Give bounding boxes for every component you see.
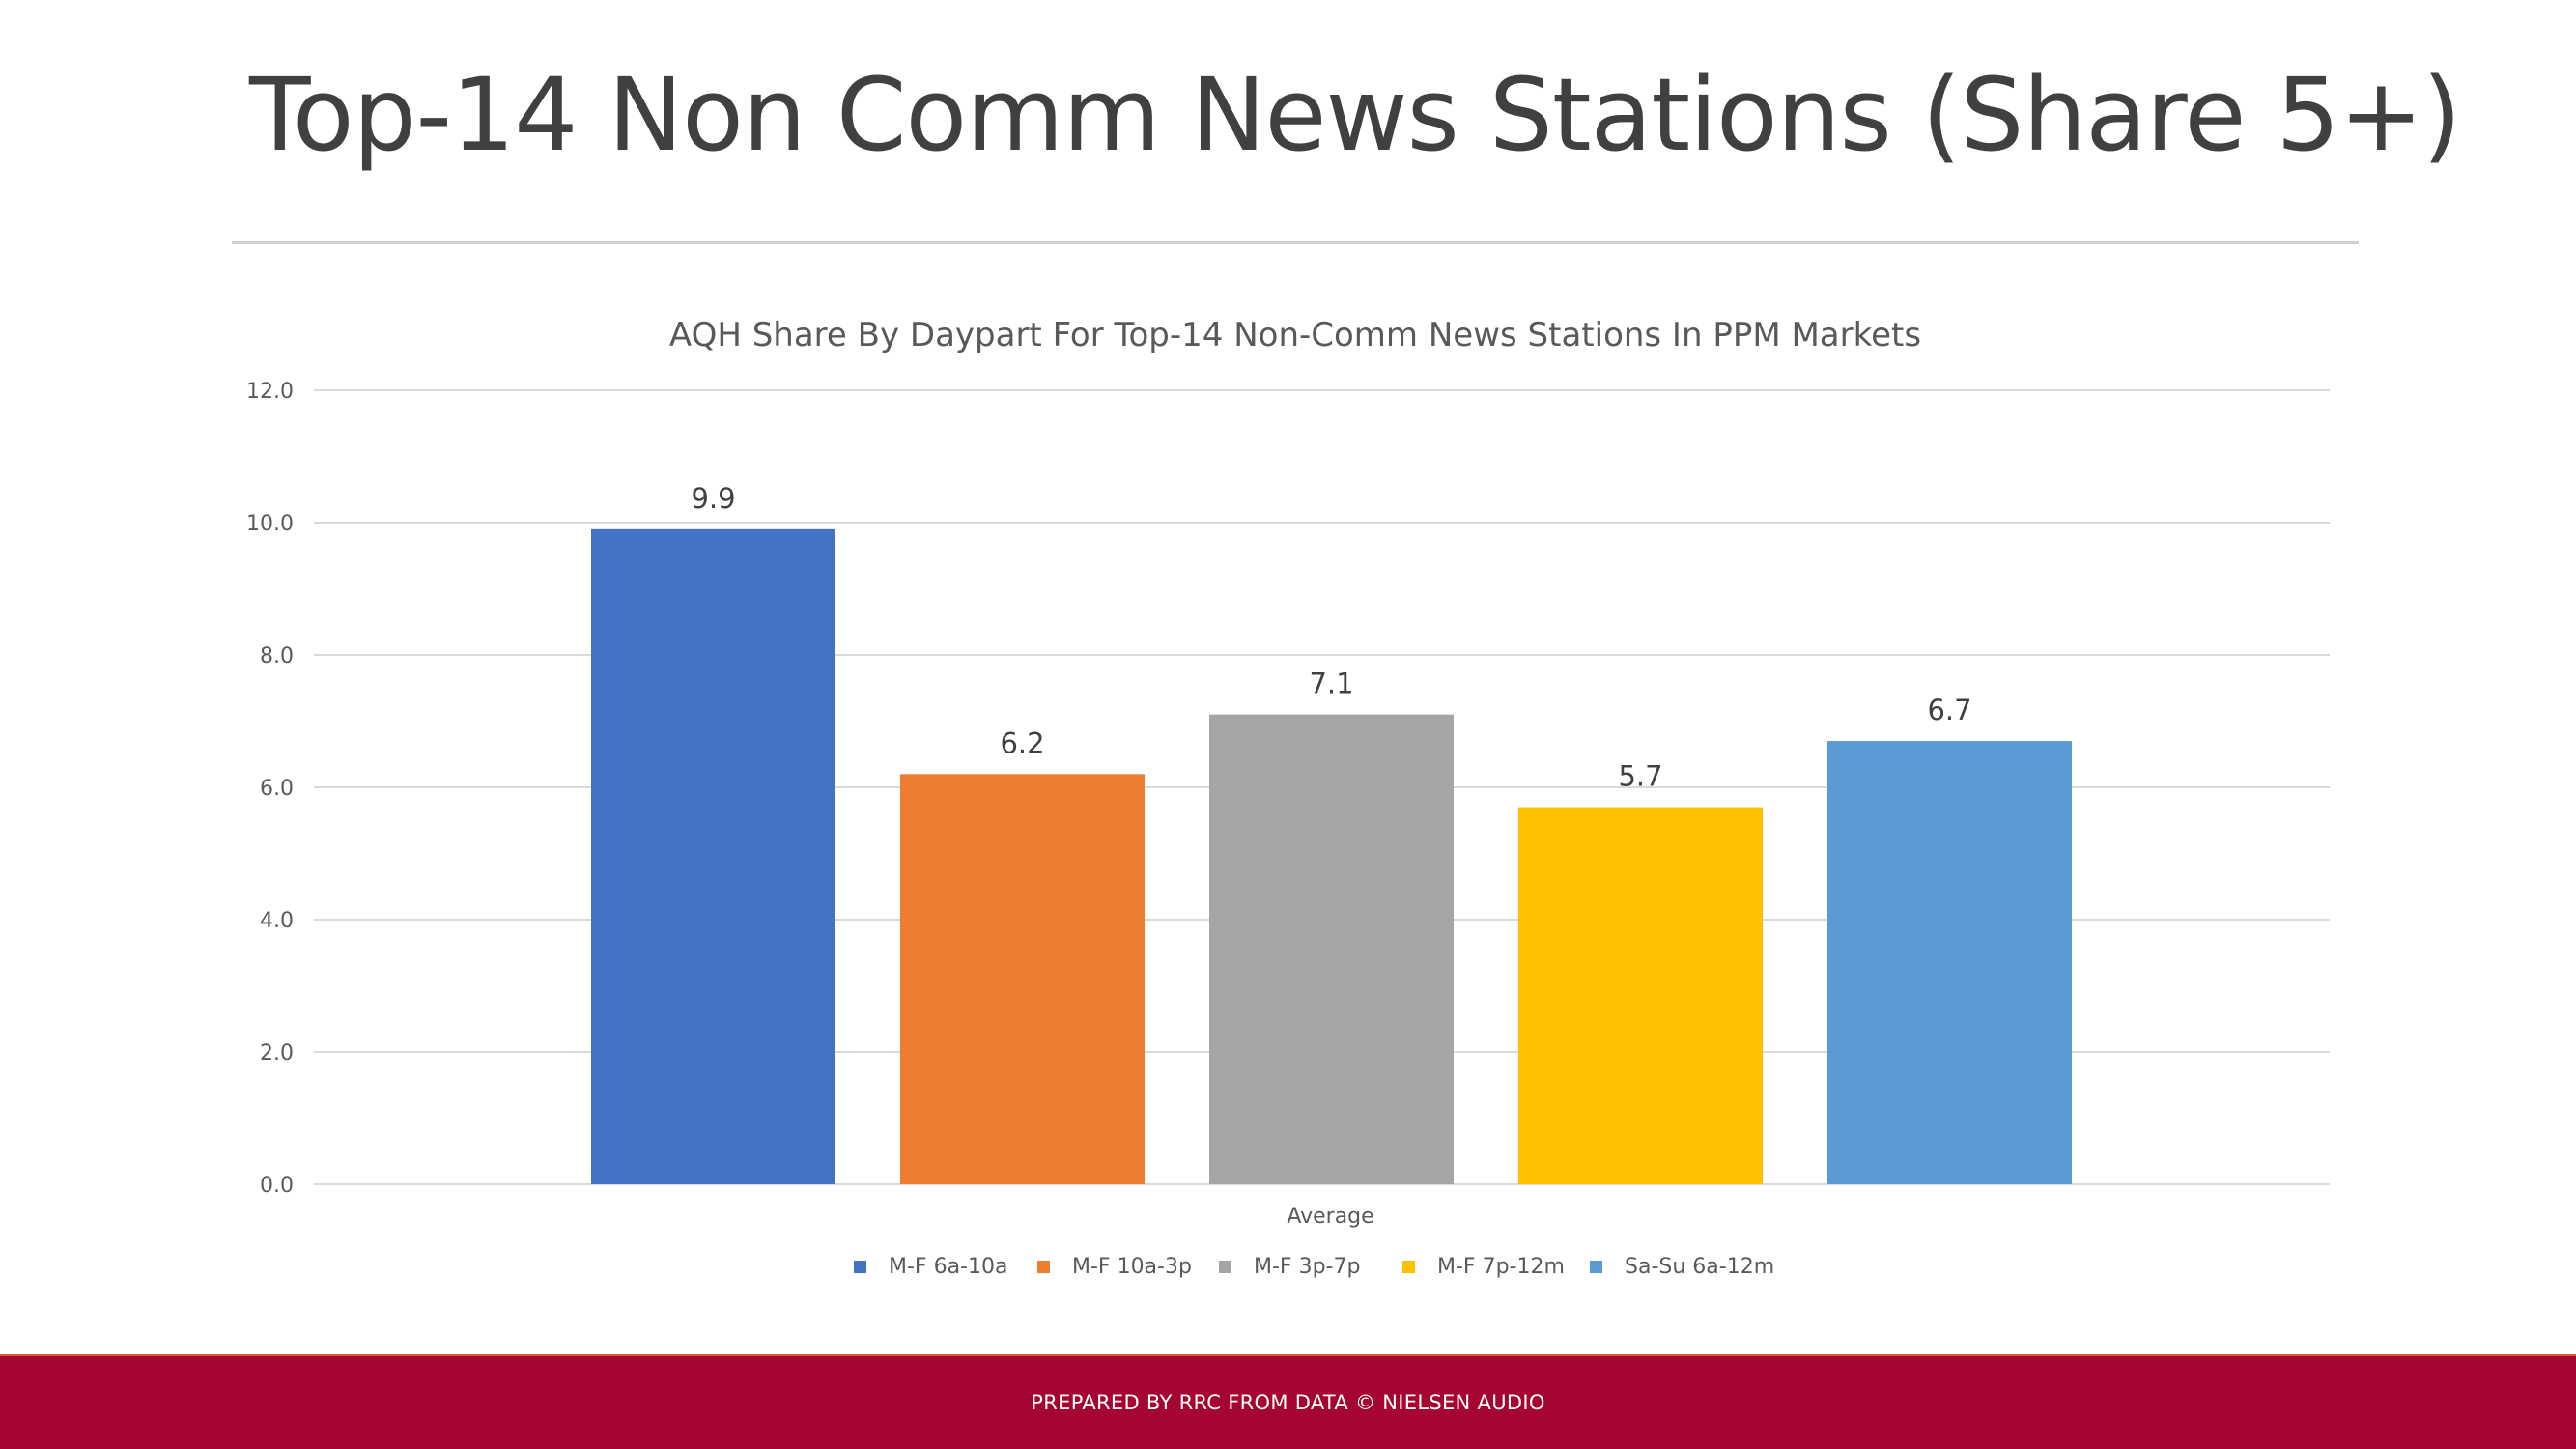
y-tick-label: 10.0 (246, 512, 294, 536)
legend-swatch (1590, 1261, 1602, 1273)
legend-label: M-F 7p-12m (1437, 1255, 1565, 1279)
y-tick-label: 2.0 (260, 1041, 294, 1065)
bar-m-f-7p-12m (1518, 807, 1763, 1184)
legend-swatch (854, 1261, 866, 1273)
data-label: 6.2 (1000, 726, 1044, 759)
slide-title: Top-14 Non Comm News Stations (Share 5+) (249, 56, 2461, 174)
y-tick-label: 6.0 (260, 777, 294, 801)
data-label: 5.7 (1618, 760, 1662, 793)
y-tick-label: 4.0 (260, 909, 294, 933)
y-tick-label: 0.0 (260, 1174, 294, 1198)
bar-chart: AQH Share By Daypart For Top-14 Non-Comm… (246, 316, 2330, 1279)
data-label: 7.1 (1309, 668, 1353, 700)
x-axis-labels: Average (1287, 1205, 1373, 1229)
legend-swatch (1219, 1261, 1231, 1273)
legend-label: M-F 3p-7p (1254, 1255, 1360, 1279)
data-label: 9.9 (691, 482, 735, 515)
footer-text: PREPARED BY RRC FROM DATA © NIELSEN AUDI… (1031, 1391, 1545, 1414)
bar-m-f-6a-10a (591, 528, 835, 1184)
title-divider (232, 242, 2359, 244)
legend-label: M-F 6a-10a (889, 1255, 1007, 1279)
footer-bar: PREPARED BY RRC FROM DATA © NIELSEN AUDI… (0, 1354, 2576, 1449)
legend-swatch (1037, 1261, 1050, 1273)
legend: M-F 6a-10a M-F 10a-3p M-F 3p-7p M-F 7p-12m S… (854, 1255, 1774, 1279)
bar-m-f-10a-3p (900, 774, 1145, 1184)
y-axis-labels: 0.0 2.0 4.0 6.0 8.0 10.0 12.0 (246, 380, 294, 1198)
legend-label: M-F 10a-3p (1072, 1255, 1192, 1279)
x-category-label: Average (1287, 1205, 1373, 1229)
data-label: 6.7 (1927, 694, 1971, 726)
legend-label: Sa-Su 6a-12m (1625, 1255, 1774, 1279)
y-tick-label: 8.0 (260, 644, 294, 668)
bar-m-f-3p-7p (1209, 714, 1454, 1184)
y-tick-label: 12.0 (246, 380, 294, 404)
bar-sa-su-6a-12m (1827, 741, 2072, 1184)
chart-title: AQH Share By Daypart For Top-14 Non-Comm… (669, 316, 1921, 355)
legend-swatch (1402, 1261, 1415, 1273)
bars: 9.9 6.2 7.1 5.7 6.7 (591, 482, 2072, 1184)
